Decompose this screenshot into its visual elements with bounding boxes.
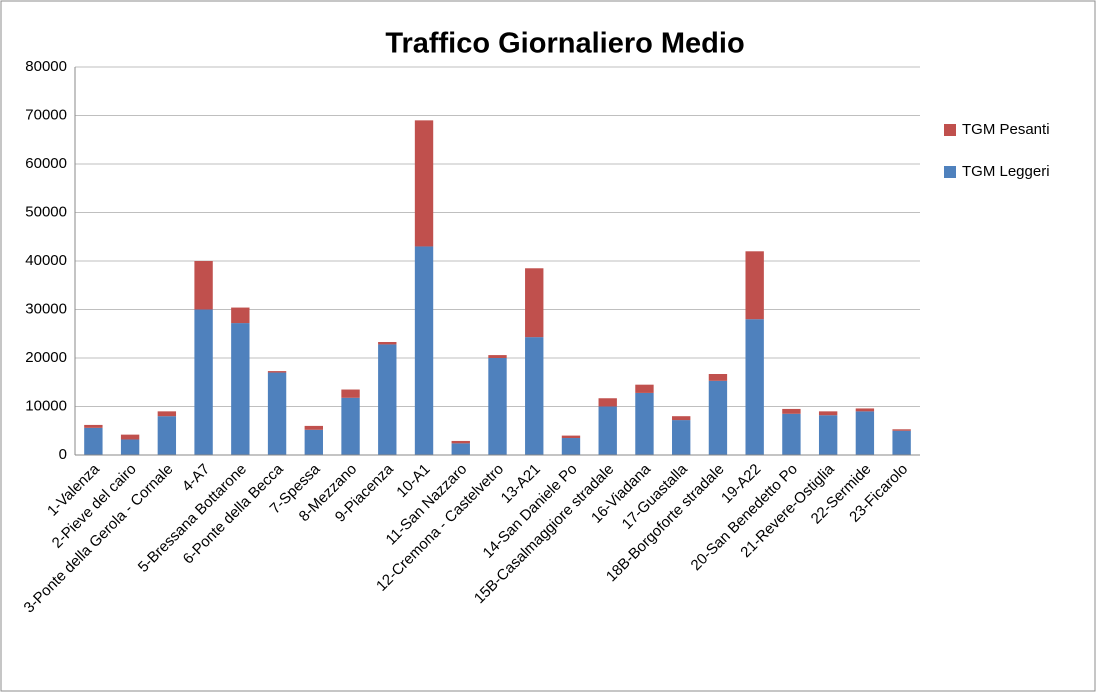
bar-segment — [194, 261, 213, 310]
bar-segment — [451, 443, 470, 455]
y-tick-label: 70000 — [25, 106, 67, 123]
bar-segment — [708, 374, 728, 381]
bar-segment — [745, 251, 764, 320]
bar-segment — [378, 341, 397, 345]
bar-segment — [414, 246, 434, 455]
chart-title: Traffico Giornaliero Medio — [385, 28, 744, 60]
bar-segment — [84, 424, 103, 428]
bar-segment — [561, 438, 581, 455]
bar-segment — [84, 427, 103, 455]
bar-segment — [855, 411, 875, 455]
bar-segment — [157, 411, 177, 417]
bar-segment — [782, 408, 801, 414]
bar-segment — [488, 358, 507, 455]
legend-label: TGM Pesanti — [962, 121, 1050, 138]
legend-swatch — [944, 166, 956, 178]
bar-segment — [598, 406, 617, 455]
bar-segment — [231, 323, 250, 455]
bar-segment — [120, 434, 140, 440]
y-tick-label: 0 — [59, 446, 67, 463]
bar-segment — [341, 389, 360, 398]
bar-segment — [855, 408, 875, 412]
bar-segment — [267, 371, 287, 373]
bar-segment — [451, 440, 470, 444]
bar-segment — [304, 429, 323, 455]
legend-label: TGM Leggeri — [962, 163, 1050, 180]
bar-segment — [598, 398, 617, 407]
bar-segment — [378, 344, 397, 455]
bar-segment — [525, 268, 544, 338]
y-tick-label: 20000 — [25, 349, 67, 366]
bar-segment — [672, 416, 691, 421]
bar-segment — [818, 411, 838, 416]
bar-segment — [892, 430, 911, 455]
y-tick-label: 80000 — [25, 58, 67, 75]
bar-segment — [708, 380, 728, 455]
bar-segment — [561, 435, 581, 439]
bar-segment — [892, 429, 911, 431]
bar-segment — [635, 384, 654, 393]
bar-segment — [635, 392, 654, 455]
bar-segment — [745, 319, 764, 455]
bar-segment — [157, 416, 177, 455]
bar-segment — [341, 397, 360, 455]
y-tick-label: 30000 — [25, 300, 67, 317]
bar-segment — [267, 372, 287, 455]
bar-segment — [782, 413, 801, 455]
bar-segment — [525, 337, 544, 455]
bar-segment — [231, 307, 250, 324]
bar-segment — [120, 439, 140, 455]
bar-segment — [672, 420, 691, 455]
y-tick-label: 60000 — [25, 155, 67, 172]
y-tick-label: 10000 — [25, 397, 67, 414]
bar-segment — [304, 425, 323, 430]
bar-segment — [488, 355, 507, 358]
y-tick-label: 40000 — [25, 252, 67, 269]
bar-segment — [194, 309, 213, 455]
bar-segment — [414, 120, 434, 247]
legend-swatch — [944, 124, 956, 136]
bar-segment — [818, 415, 838, 455]
y-tick-label: 50000 — [25, 203, 67, 220]
